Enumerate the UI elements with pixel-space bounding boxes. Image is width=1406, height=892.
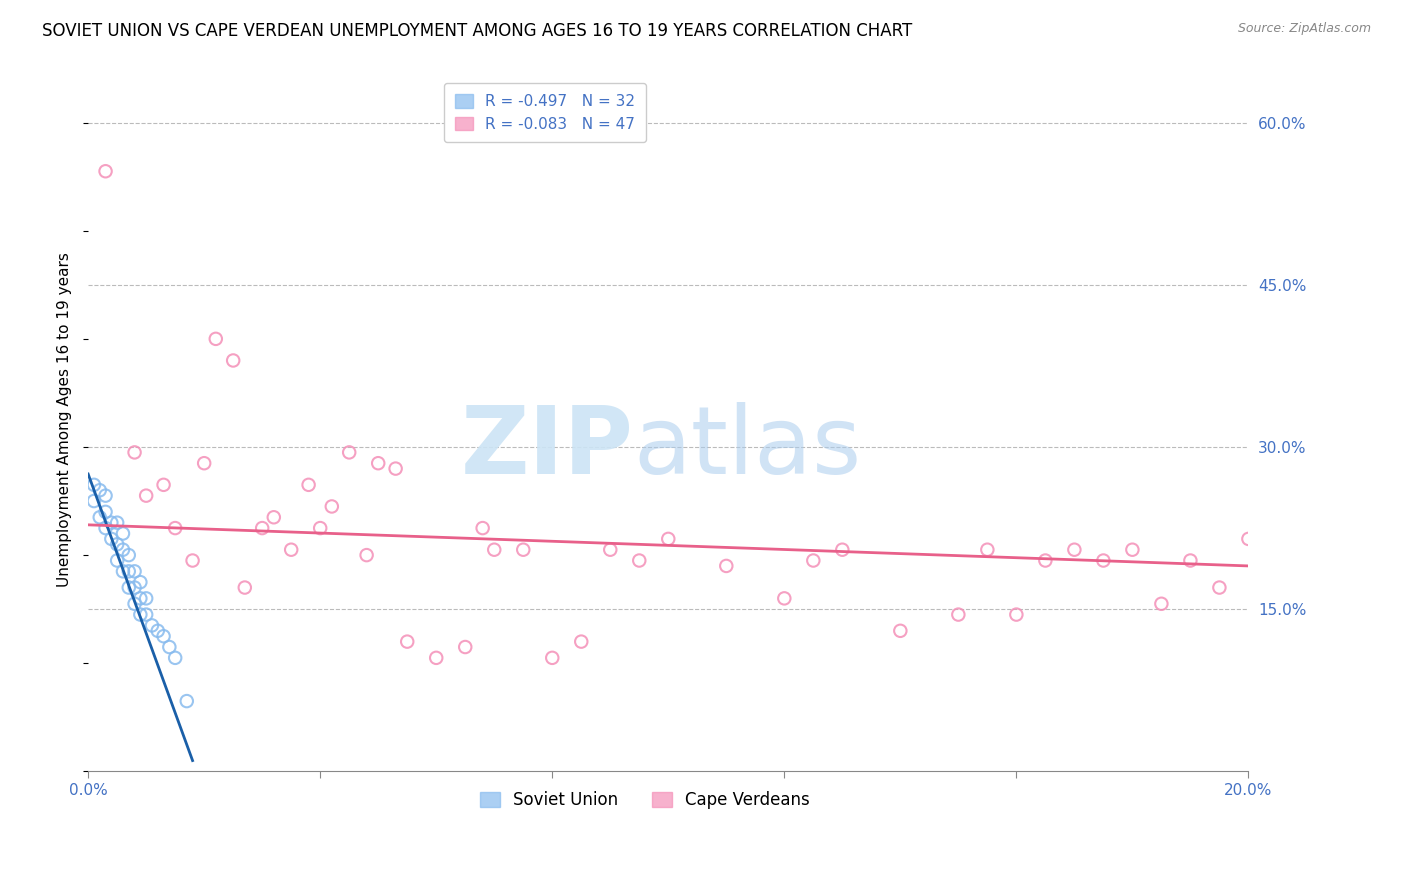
Point (716, 558, 738, 573)
Point (309, 521, 332, 535)
Point (89, 510, 111, 524)
Point (124, 445, 146, 459)
Point (337, 445, 360, 459)
Point (512, 542, 534, 557)
Point (165, 650, 187, 665)
Legend: Soviet Union, Cape Verdeans: Soviet Union, Cape Verdeans (474, 784, 817, 816)
Text: ZIP: ZIP (461, 402, 634, 494)
Point (100, 532, 122, 546)
Point (135, 607, 157, 622)
Point (484, 542, 506, 557)
Point (124, 581, 146, 595)
Point (1208, 581, 1230, 595)
Point (135, 489, 157, 503)
Point (129, 575, 152, 590)
Point (657, 532, 679, 546)
Point (111, 565, 134, 579)
Point (152, 478, 174, 492)
Point (176, 694, 198, 708)
Text: atlas: atlas (634, 402, 862, 494)
Point (157, 640, 180, 654)
Point (773, 591, 796, 606)
Point (165, 521, 187, 535)
Point (105, 553, 128, 567)
Point (541, 650, 564, 665)
Text: Source: ZipAtlas.com: Source: ZipAtlas.com (1237, 22, 1371, 36)
Point (233, 581, 256, 595)
Point (628, 553, 651, 567)
Point (356, 548, 378, 562)
Point (94, 164, 117, 178)
Point (569, 634, 592, 648)
Point (111, 526, 134, 541)
Point (118, 565, 141, 579)
Point (181, 553, 204, 567)
Point (152, 629, 174, 643)
Point (297, 478, 319, 492)
Point (454, 640, 477, 654)
Point (889, 624, 911, 638)
Point (396, 634, 419, 648)
Point (1150, 597, 1173, 611)
Point (1063, 542, 1085, 557)
Point (141, 618, 163, 632)
Text: SOVIET UNION VS CAPE VERDEAN UNEMPLOYMENT AMONG AGES 16 TO 19 YEARS CORRELATION : SOVIET UNION VS CAPE VERDEAN UNEMPLOYMEN… (42, 22, 912, 40)
Point (1005, 607, 1028, 622)
Point (94, 521, 117, 535)
Point (1092, 553, 1115, 567)
Point (89, 483, 111, 498)
Point (263, 510, 285, 524)
Point (83, 478, 105, 492)
Point (222, 353, 245, 368)
Y-axis label: Unemployment Among Ages 16 to 19 years: Unemployment Among Ages 16 to 19 years (58, 252, 72, 588)
Point (124, 597, 146, 611)
Point (118, 581, 141, 595)
Point (599, 542, 621, 557)
Point (94, 489, 117, 503)
Point (204, 332, 226, 346)
Point (94, 505, 117, 519)
Point (105, 537, 128, 551)
Point (976, 542, 998, 557)
Point (1121, 542, 1143, 557)
Point (129, 591, 152, 606)
Point (321, 500, 343, 514)
Point (801, 553, 824, 567)
Point (1237, 532, 1260, 546)
Point (250, 521, 273, 535)
Point (83, 494, 105, 508)
Point (111, 542, 134, 557)
Point (1035, 553, 1057, 567)
Point (280, 542, 302, 557)
Point (471, 521, 494, 535)
Point (948, 607, 970, 622)
Point (367, 456, 389, 470)
Point (135, 591, 157, 606)
Point (105, 516, 128, 530)
Point (384, 461, 406, 475)
Point (118, 548, 141, 562)
Point (146, 624, 169, 638)
Point (1180, 553, 1202, 567)
Point (100, 516, 122, 530)
Point (425, 650, 447, 665)
Point (129, 607, 152, 622)
Point (831, 542, 853, 557)
Point (193, 456, 215, 470)
Point (124, 565, 146, 579)
